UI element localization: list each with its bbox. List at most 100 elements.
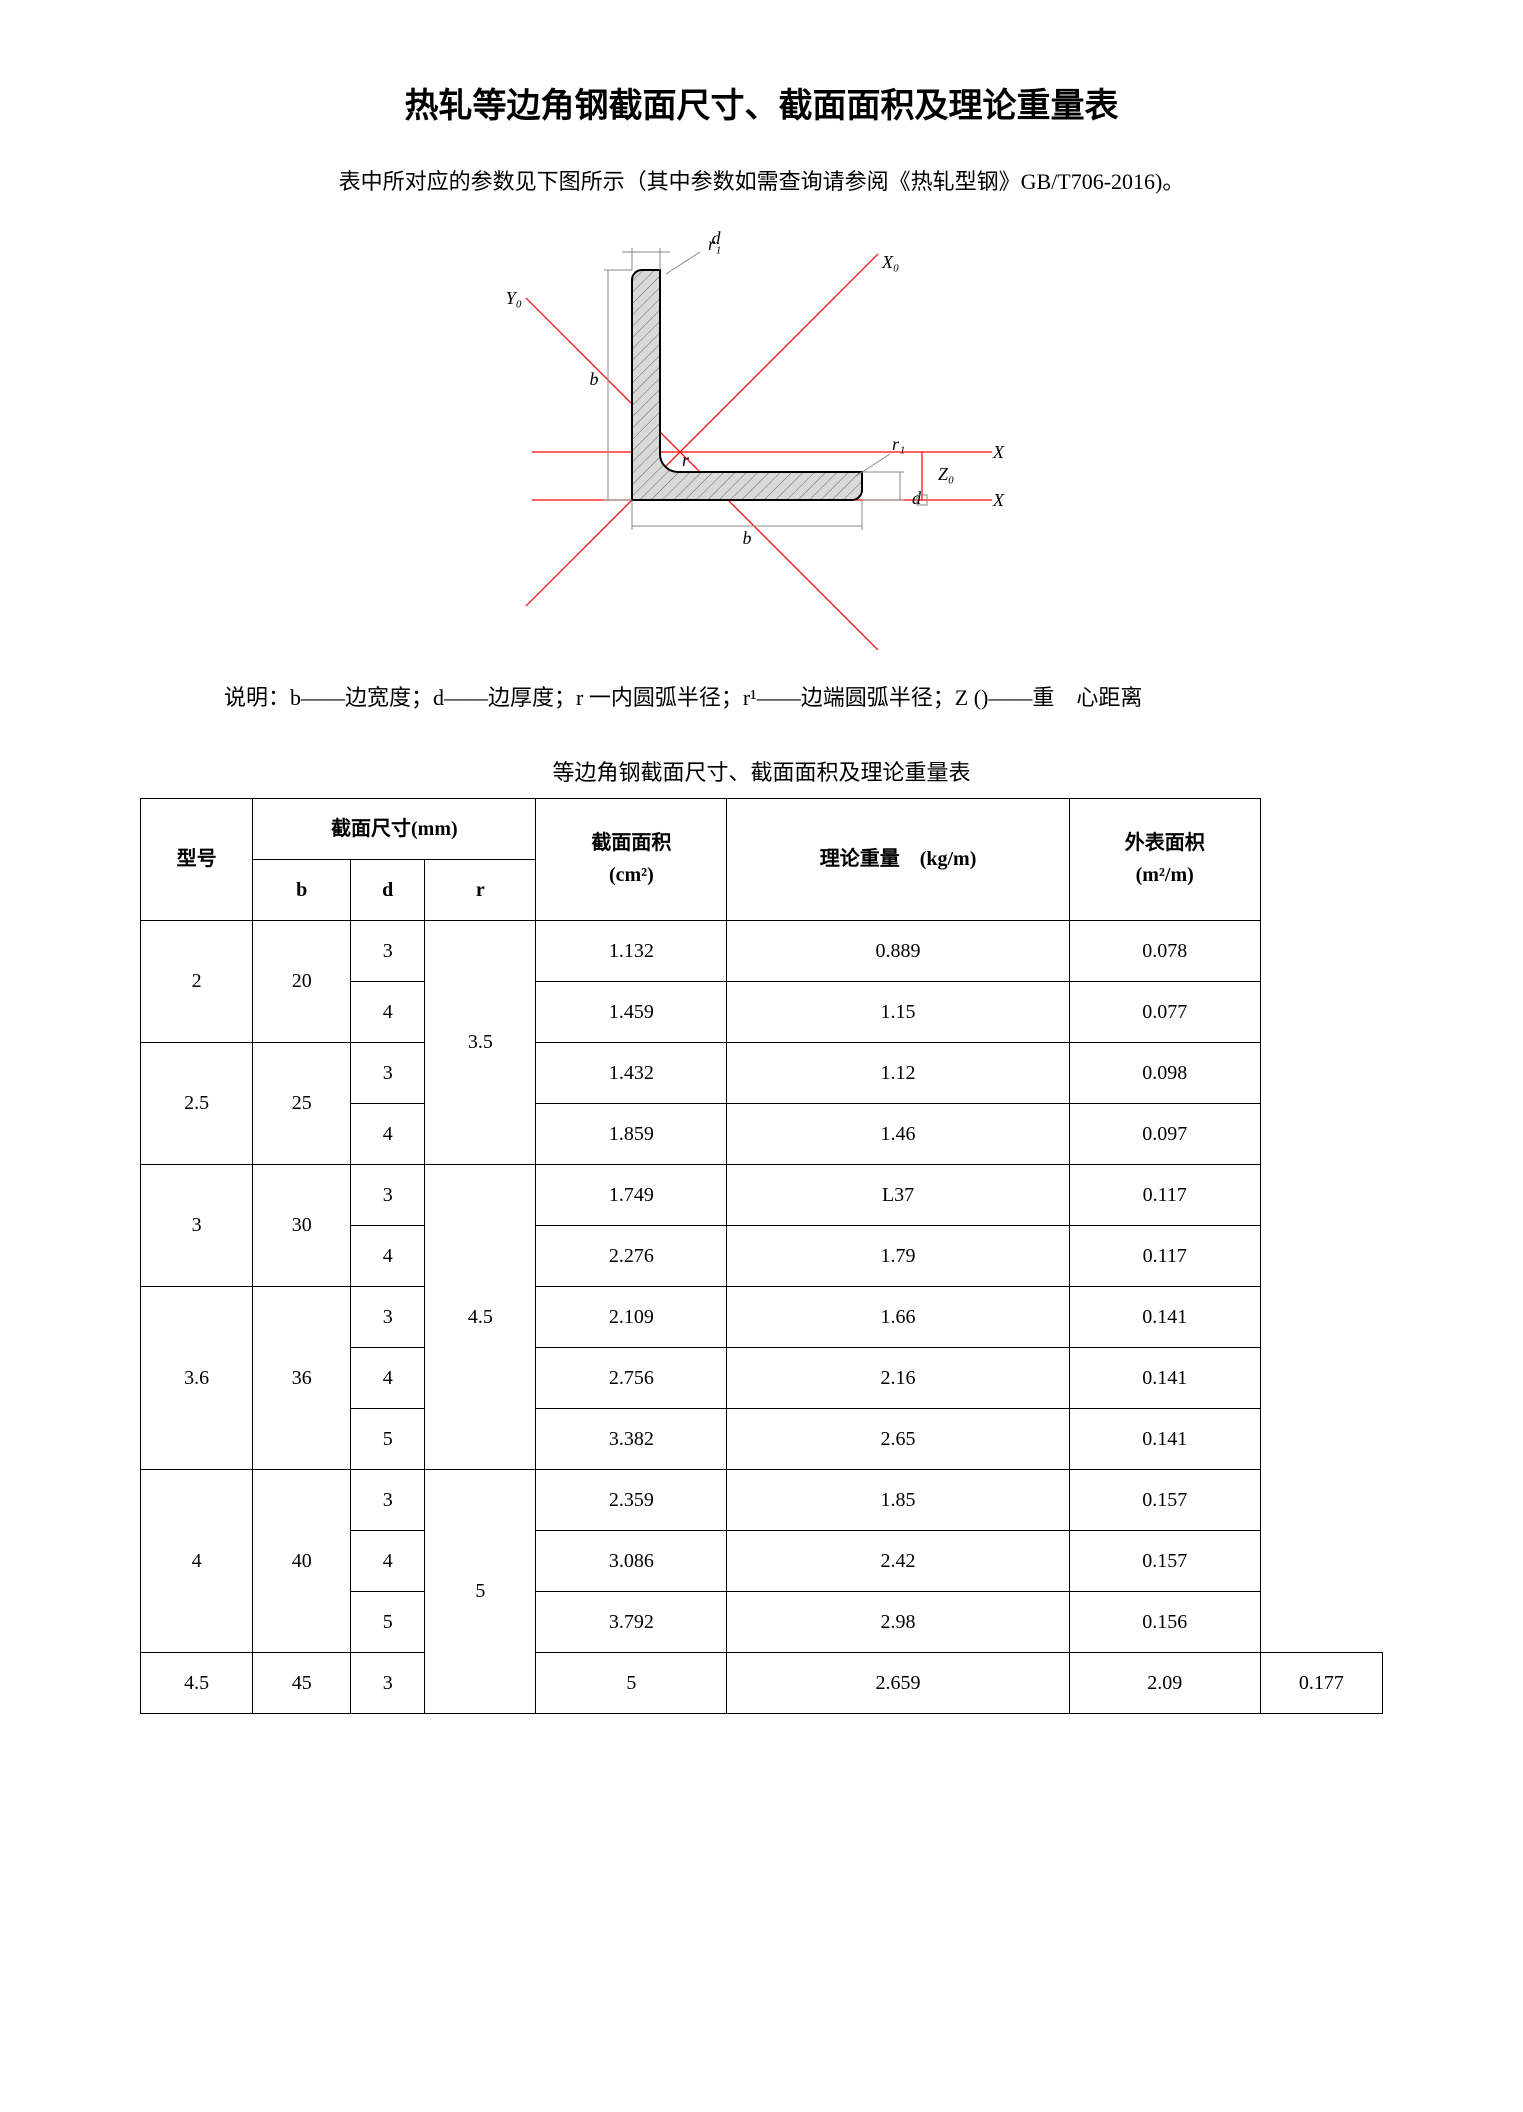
col-area-unit: (cm²)	[609, 864, 654, 886]
cell-surface: 0.117	[1069, 1225, 1260, 1286]
cell-r: 4.5	[425, 1164, 536, 1469]
cell-d: 4	[351, 1530, 425, 1591]
cell-weight: 2.42	[727, 1530, 1069, 1591]
page-title: 热轧等边角钢截面尺寸、截面面积及理论重量表	[140, 80, 1383, 134]
cell-d: 4	[351, 1347, 425, 1408]
cell-surface: 0.157	[1069, 1469, 1260, 1530]
cell-weight: 2.16	[727, 1347, 1069, 1408]
col-d: d	[351, 859, 425, 920]
svg-text:r₁: r₁	[708, 234, 721, 254]
diagram-container: rdr₁bbr₁dXXX₀Y₀Z₀	[140, 230, 1383, 650]
cell-d: 4	[351, 1103, 425, 1164]
cell-surface: 0.141	[1069, 1347, 1260, 1408]
cell-area: 2.359	[536, 1469, 727, 1530]
cell-surface: 0.141	[1069, 1286, 1260, 1347]
cell-surface: 0.077	[1069, 981, 1260, 1042]
subtitle-text: 表中所对应的参数见下图所示（其中参数如需查询请参阅《热轧型钢》GB/T706-2…	[140, 164, 1383, 199]
cell-r: 3.5	[425, 920, 536, 1164]
cell-b: 25	[253, 1042, 351, 1164]
cell-area: 3.792	[536, 1591, 727, 1652]
cell-weight: 1.79	[727, 1225, 1069, 1286]
svg-text:X: X	[992, 442, 1005, 462]
cell-weight: 1.12	[727, 1042, 1069, 1103]
col-area-label: 截面面积	[591, 832, 671, 854]
cell-r: 5	[425, 1469, 536, 1713]
svg-text:X₀: X₀	[881, 252, 899, 272]
cell-weight: 2.09	[1069, 1652, 1260, 1713]
cell-weight: 2.65	[727, 1408, 1069, 1469]
cell-surface: 0.141	[1069, 1408, 1260, 1469]
cell-b: 40	[253, 1469, 351, 1652]
col-surface: 外表面枳 (m²/m)	[1069, 798, 1260, 920]
svg-text:b: b	[589, 369, 598, 389]
table-row: 4.545352.6592.090.177	[141, 1652, 1383, 1713]
col-weight: 理论重量 (kg/m)	[727, 798, 1069, 920]
table-body: 22033.51.1320.8890.07841.4591.150.0772.5…	[141, 920, 1383, 1713]
cell-area: 2.276	[536, 1225, 727, 1286]
cell-model: 4	[141, 1469, 253, 1652]
cell-area: 1.132	[536, 920, 727, 981]
steel-spec-table: 型号 截面尺寸(mm) 截面面积 (cm²) 理论重量 (kg/m) 外表面枳 …	[140, 798, 1383, 1714]
cell-model: 3.6	[141, 1286, 253, 1469]
svg-text:X: X	[992, 490, 1005, 510]
cell-weight: L37	[727, 1164, 1069, 1225]
cell-d: 3	[351, 1469, 425, 1530]
cell-model: 2.5	[141, 1042, 253, 1164]
cell-surface: 0.177	[1260, 1652, 1382, 1713]
col-surface-unit: (m²/m)	[1136, 864, 1194, 886]
svg-text:r₁: r₁	[892, 434, 905, 454]
cell-weight: 1.66	[727, 1286, 1069, 1347]
cell-area: 1.859	[536, 1103, 727, 1164]
cell-weight: 2.98	[727, 1591, 1069, 1652]
svg-text:b: b	[742, 528, 751, 548]
cell-weight: 0.889	[727, 920, 1069, 981]
cell-weight: 1.15	[727, 981, 1069, 1042]
cell-surface: 0.156	[1069, 1591, 1260, 1652]
table-row: 33034.51.749L370.117	[141, 1164, 1383, 1225]
cell-surface: 0.098	[1069, 1042, 1260, 1103]
cell-d: 3	[351, 1042, 425, 1103]
cell-b: 20	[253, 920, 351, 1042]
cell-weight: 1.46	[727, 1103, 1069, 1164]
cell-d: 4	[351, 981, 425, 1042]
angle-steel-diagram: rdr₁bbr₁dXXX₀Y₀Z₀	[502, 230, 1022, 650]
cell-d: 3	[351, 1164, 425, 1225]
col-dim-group: 截面尺寸(mm)	[253, 798, 536, 859]
col-r: r	[425, 859, 536, 920]
cell-area: 1.432	[536, 1042, 727, 1103]
table-row: 3.63632.1091.660.141	[141, 1286, 1383, 1347]
cell-area: 1.749	[536, 1164, 727, 1225]
col-surface-label: 外表面枳	[1125, 832, 1205, 854]
cell-r: 5	[536, 1652, 727, 1713]
cell-area: 3.382	[536, 1408, 727, 1469]
cell-weight: 1.85	[727, 1469, 1069, 1530]
cell-area: 1.459	[536, 981, 727, 1042]
cell-area: 2.756	[536, 1347, 727, 1408]
col-b: b	[253, 859, 351, 920]
cell-d: 5	[351, 1591, 425, 1652]
table-row: 440352.3591.850.157	[141, 1469, 1383, 1530]
svg-text:Y₀: Y₀	[505, 288, 521, 308]
cell-surface: 0.078	[1069, 920, 1260, 981]
cell-surface: 0.097	[1069, 1103, 1260, 1164]
cell-area: 3.086	[536, 1530, 727, 1591]
cell-area: 2.109	[536, 1286, 727, 1347]
svg-text:r: r	[682, 450, 690, 470]
cell-d: 3	[351, 1286, 425, 1347]
cell-b: 45	[253, 1652, 351, 1713]
table-row: 22033.51.1320.8890.078	[141, 920, 1383, 981]
cell-model: 3	[141, 1164, 253, 1286]
cell-d: 5	[351, 1408, 425, 1469]
cell-b: 30	[253, 1164, 351, 1286]
cell-surface: 0.157	[1069, 1530, 1260, 1591]
col-model: 型号	[141, 798, 253, 920]
cell-area: 2.659	[727, 1652, 1069, 1713]
cell-model: 2	[141, 920, 253, 1042]
svg-text:Z₀: Z₀	[938, 464, 954, 484]
cell-b: 36	[253, 1286, 351, 1469]
cell-model: 4.5	[141, 1652, 253, 1713]
table-caption: 等边角钢截面尺寸、截面面积及理论重量表	[140, 755, 1383, 790]
legend-text: 说明：b——边宽度；d——边厚度；r 一内圆弧半径；r¹——边端圆弧半径；Z (…	[180, 680, 1383, 715]
cell-d: 3	[351, 920, 425, 981]
table-row: 2.52531.4321.120.098	[141, 1042, 1383, 1103]
